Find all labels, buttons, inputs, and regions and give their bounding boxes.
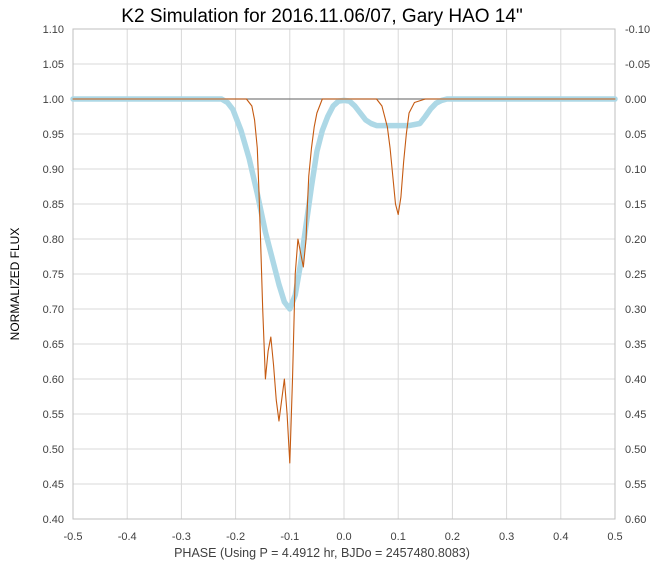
series-line-thin	[72, 98, 616, 464]
y2-tick-label: 0.15	[625, 199, 646, 211]
y2-tick-label: 0.60	[625, 514, 646, 526]
y2-tick-label: 0.10	[625, 164, 646, 176]
x-tick-label: 0.3	[499, 531, 514, 543]
y2-tick-label: 0.25	[625, 269, 646, 281]
x-tick-label: -0.5	[64, 531, 83, 543]
y-tick-label: 0.90	[43, 164, 64, 176]
y-tick-label: 1.00	[43, 94, 64, 106]
y-tick-label: 0.45	[43, 479, 64, 491]
y-tick-label: 0.70	[43, 304, 64, 316]
y2-tick-label: 0.50	[625, 444, 646, 456]
y2-tick-label: 0.30	[625, 304, 646, 316]
y-tick-label: 0.75	[43, 269, 64, 281]
y2-tick-label: -0.10	[625, 24, 650, 36]
y2-tick-label: -0.05	[625, 59, 650, 71]
y-axis-ticks: 1.10 1.05 1.00 0.95 0.90 0.85 0.80 0.75 0.70 0.65…	[43, 24, 64, 526]
x-tick-label: 0.2	[445, 531, 460, 543]
x-tick-label: 0.4	[553, 531, 568, 543]
y2-axis-ticks: -0.10 -0.05 0.00 0.05 0.10 0.15 0.20 0.25 0.30 0.…	[625, 24, 650, 526]
y-tick-label: 0.95	[43, 129, 64, 141]
x-tick-label: -0.4	[118, 531, 137, 543]
y-tick-label: 1.05	[43, 59, 64, 71]
x-tick-label: 0.0	[336, 531, 351, 543]
y-tick-label: 0.50	[43, 444, 64, 456]
y-tick-label: 0.80	[43, 234, 64, 246]
x-tick-label: 0.1	[391, 531, 406, 543]
y-tick-label: 1.10	[43, 24, 64, 36]
x-tick-label: -0.3	[172, 531, 191, 543]
y-tick-label: 0.55	[43, 409, 64, 421]
x-tick-label: -0.1	[280, 531, 299, 543]
x-axis-title: PHASE (Using P = 4.4912 hr, BJDo = 24574…	[174, 546, 470, 560]
y-tick-label: 0.65	[43, 339, 64, 351]
y2-tick-label: 0.35	[625, 339, 646, 351]
y2-tick-label: 0.05	[625, 129, 646, 141]
x-tick-label: -0.2	[226, 531, 245, 543]
y-tick-label: 0.60	[43, 374, 64, 386]
series-layer	[70, 96, 618, 464]
y-axis-title: NORMALIZED FLUX	[8, 228, 22, 341]
chart-title: K2 Simulation for 2016.11.06/07, Gary HA…	[121, 6, 522, 27]
plot-area-border	[72, 28, 616, 520]
y2-tick-label: 0.40	[625, 374, 646, 386]
x-axis-ticks: -0.5 -0.4 -0.3 -0.2 -0.1 0.0 0.1 0.2 0.3 0.4 0.5	[64, 531, 623, 543]
y-tick-label: 0.40	[43, 514, 64, 526]
series-line-thick	[70, 96, 618, 312]
y2-tick-label: 0.20	[625, 234, 646, 246]
x-tick-label: 0.5	[607, 531, 622, 543]
y2-tick-label: 0.45	[625, 409, 646, 421]
y2-tick-label: 0.55	[625, 479, 646, 491]
y2-tick-label: 0.00	[625, 94, 646, 106]
y-tick-label: 0.85	[43, 199, 64, 211]
